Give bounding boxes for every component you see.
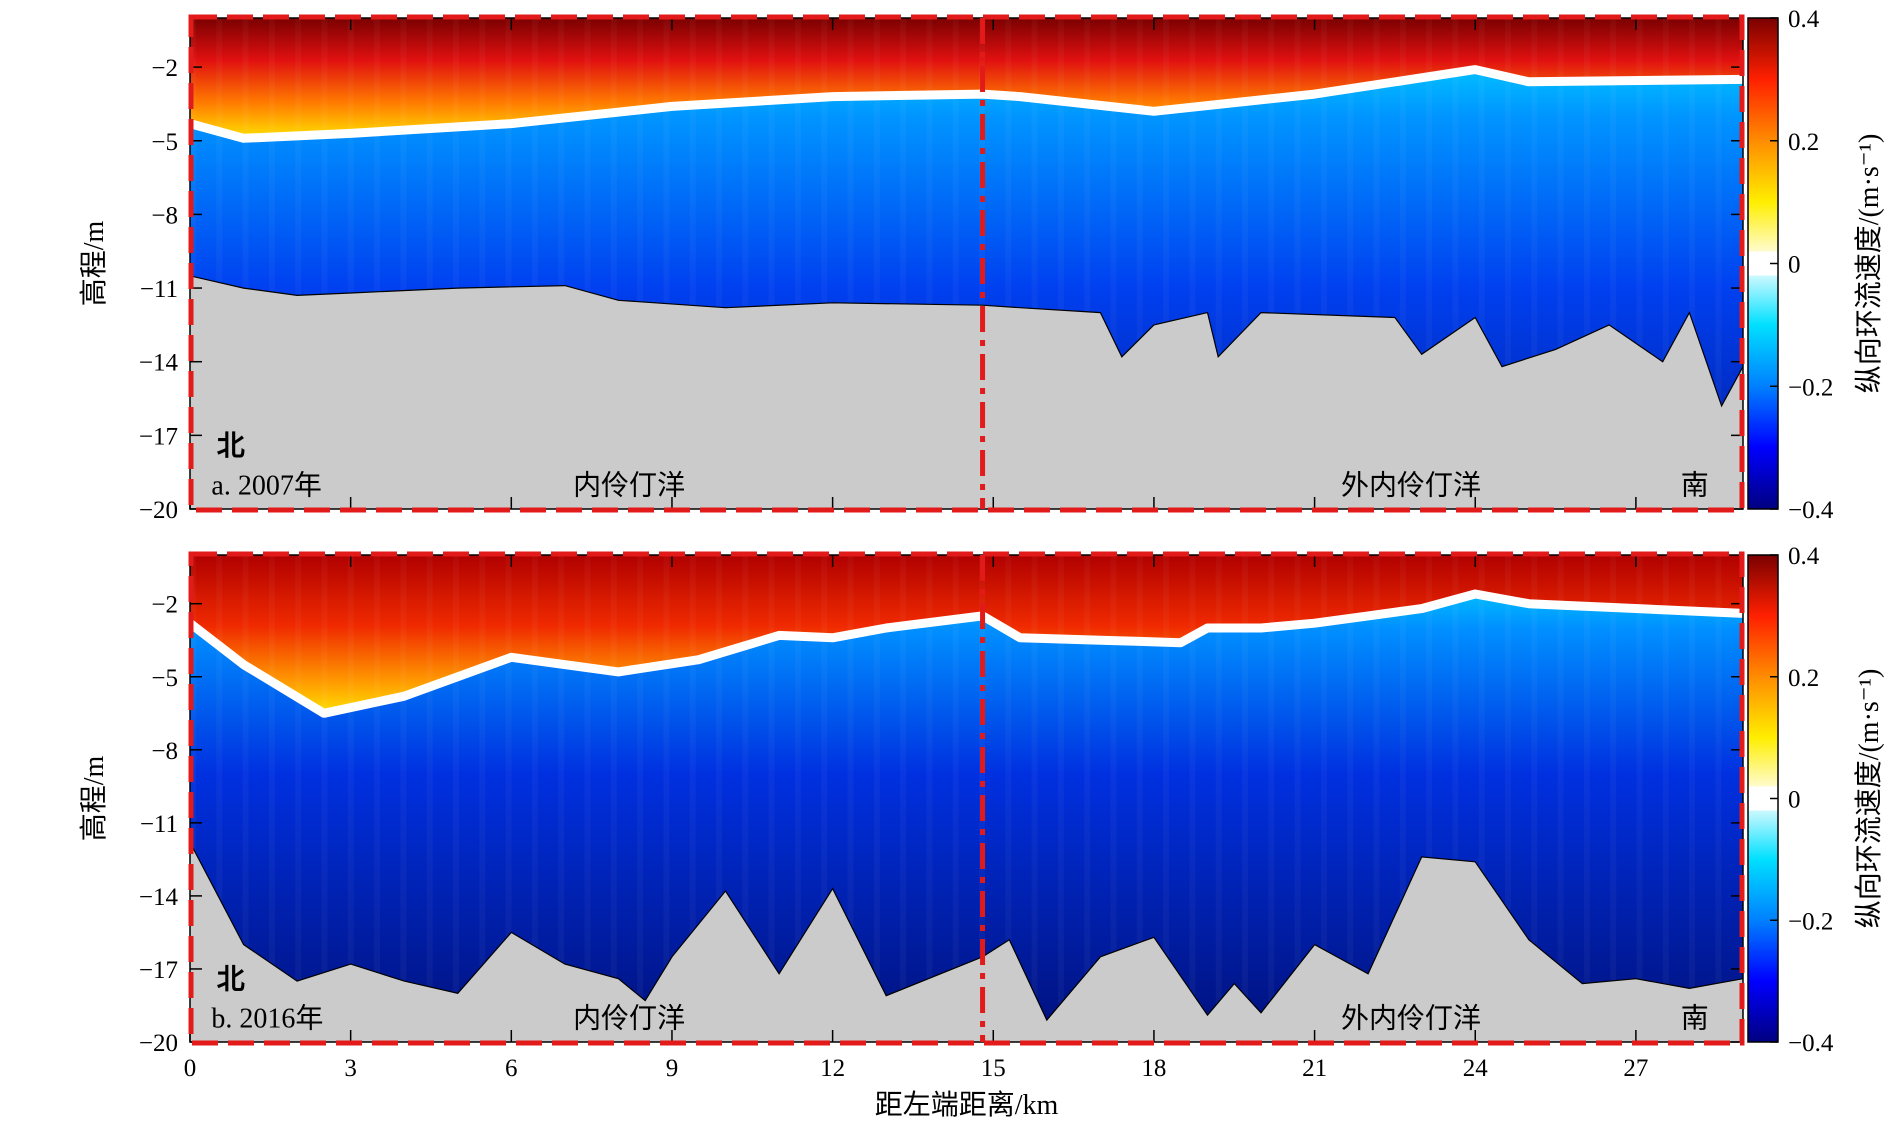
region-box [188, 14, 1745, 513]
x-tick-label: 3 [344, 1055, 357, 1082]
seabed-outline [189, 275, 1744, 408]
inner-region-label: 内伶仃洋 [573, 1002, 685, 1034]
texture-streak [637, 555, 643, 1042]
texture-streak [1189, 555, 1195, 1042]
x-tick-label: 6 [505, 1055, 518, 1082]
x-tick-label: 9 [666, 1055, 679, 1082]
seabed [190, 842, 1743, 1042]
inner-region-label: 内伶仃洋 [573, 469, 685, 501]
seabed [190, 275, 1743, 509]
texture-streak [1058, 555, 1064, 1042]
y-axis-title: 高程/m [78, 221, 110, 307]
zero-contour [188, 65, 1744, 143]
x-tick-label: 27 [1623, 1055, 1648, 1082]
outer-region-label: 外内伶仃洋 [1341, 1002, 1481, 1034]
panel-b: −2 −5 −8 −11 −14 −17 −20 高程/m 北 b. 2016年 内伶仃洋 外内伶仃洋… [78, 543, 1885, 1057]
colorbar-tick-label: −0.4 [1788, 497, 1834, 524]
x-tick-label: 21 [1302, 1055, 1327, 1082]
texture-streak [1637, 555, 1643, 1042]
colorbar: 0.4 0.2 0 −0.2 −0.4 纵向环流速度/(m·s⁻¹) [1747, 543, 1885, 1057]
y-tick-label: −8 [151, 738, 178, 765]
y-tick-label: −5 [151, 129, 178, 156]
y-tick-label: −5 [151, 665, 178, 692]
y-axis-title: 高程/m [78, 756, 110, 842]
region-box [188, 551, 1745, 1046]
texture-streak [400, 555, 406, 1042]
texture-streak [322, 555, 328, 1042]
y-tick-label: −11 [140, 276, 178, 303]
y-tick-label: −20 [139, 497, 178, 524]
x-tick-label: 24 [1463, 1055, 1489, 1082]
panel-label: a. 2007年 [211, 469, 321, 501]
north-label: 北 [217, 430, 245, 462]
y-tick-label: −2 [151, 55, 178, 82]
warm-region [190, 18, 1743, 139]
texture-streak [1689, 555, 1695, 1042]
texture-streak [926, 555, 932, 1042]
colorbar-tick-label: 0 [1788, 252, 1801, 279]
y-tick-label: −17 [139, 957, 178, 984]
y-tick-label: −14 [139, 884, 179, 911]
x-tick-label: 12 [820, 1055, 845, 1082]
outer-region-label: 外内伶仃洋 [1341, 469, 1481, 501]
texture-streak [427, 555, 433, 1042]
y-tick-label: −11 [140, 811, 178, 838]
south-label: 南 [1681, 469, 1709, 501]
warm-region [190, 555, 1743, 714]
x-tick-label: 15 [981, 1055, 1006, 1082]
texture-streak [374, 555, 380, 1042]
colorbar-title: 纵向环流速度/(m·s⁻¹) [1853, 134, 1885, 394]
colorbar-tick-label: 0 [1788, 787, 1801, 814]
north-label: 北 [217, 963, 245, 995]
texture-streak [1584, 555, 1590, 1042]
colorbar-tick-label: 0.2 [1788, 665, 1819, 692]
zero-contour [187, 589, 1744, 718]
texture-streak [1715, 555, 1721, 1042]
colorbar-tick-label: 0.4 [1788, 6, 1820, 33]
texture-streak [295, 555, 301, 1042]
colorbar-tick-label: 0.2 [1788, 129, 1819, 156]
seabed-outline [189, 842, 1744, 1022]
y-tick-label: −17 [139, 423, 178, 450]
panel-a: −2 −5 −8 −11 −14 −17 −20 高程/m 北 a. 2007年 内伶仃洋 外内伶仃洋… [78, 6, 1885, 524]
y-tick-label: −20 [139, 1030, 178, 1057]
south-label: 南 [1681, 1002, 1709, 1034]
colorbar-tick-label: −0.2 [1788, 374, 1833, 401]
texture-streak [453, 555, 459, 1042]
texture-streak [611, 555, 617, 1042]
texture-streak [585, 555, 591, 1042]
y-tick-label: −8 [151, 202, 178, 229]
colorbar-tick-label: −0.2 [1788, 908, 1833, 935]
x-tick-label: 0 [184, 1055, 197, 1082]
texture-streak [1663, 555, 1669, 1042]
texture-streak [1610, 555, 1616, 1042]
colorbar: 0.4 0.2 0 −0.2 −0.4 纵向环流速度/(m·s⁻¹) [1747, 6, 1885, 524]
colorbar-tick-label: 0.4 [1788, 543, 1820, 570]
colorbar-title: 纵向环流速度/(m·s⁻¹) [1853, 669, 1885, 929]
texture-streak [1032, 555, 1038, 1042]
x-axis-title: 距左端距离/km [875, 1089, 1059, 1121]
panel-label: b. 2016年 [211, 1002, 323, 1034]
texture-streak [1084, 555, 1090, 1042]
y-tick-label: −2 [151, 592, 178, 619]
x-tick-label: 18 [1141, 1055, 1166, 1082]
y-tick-label: −14 [139, 350, 179, 377]
colorbar-tick-label: −0.4 [1788, 1030, 1834, 1057]
